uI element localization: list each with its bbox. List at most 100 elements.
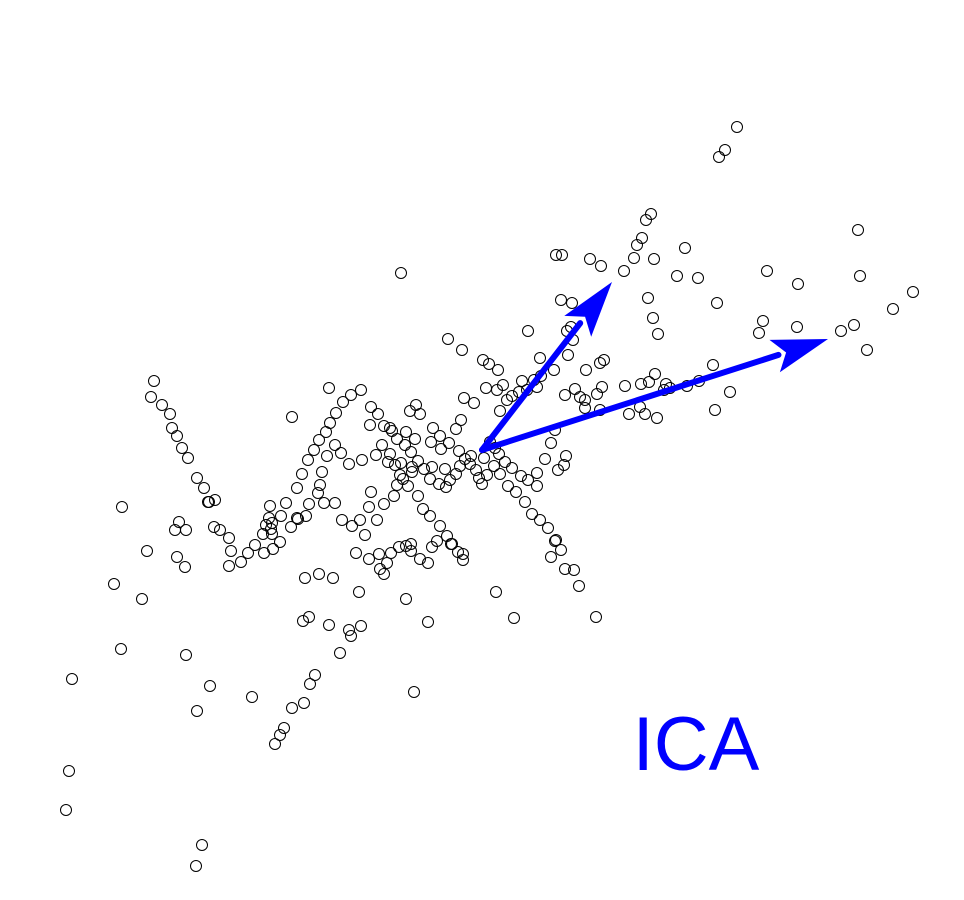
scatter-point (291, 482, 303, 494)
scatter-point (223, 560, 235, 572)
scatter-point (492, 364, 504, 376)
ica-vectors (479, 282, 828, 453)
scatter-point (334, 647, 346, 659)
scatter-point (550, 534, 562, 546)
scatter-point (303, 498, 315, 510)
scatter-point (314, 479, 326, 491)
scatter-point (298, 697, 310, 709)
scatter-point (235, 556, 247, 568)
ica-vector-1-shaft (479, 320, 584, 453)
scatter-point (136, 593, 148, 605)
scatter-point (171, 430, 183, 442)
scatter-point (412, 455, 424, 467)
scatter-point (372, 408, 384, 420)
scatter-point (116, 501, 128, 513)
scatter-point (757, 315, 769, 327)
scatter-point (346, 520, 358, 532)
scatter-point (724, 386, 736, 398)
scatter-point (422, 616, 434, 628)
scatter-point (501, 394, 513, 406)
scatter-point (515, 470, 527, 482)
scatter-point (854, 270, 866, 282)
scatter-point (483, 358, 495, 370)
scatter-point (478, 452, 490, 464)
scatter-point (202, 496, 214, 508)
scatter-point (399, 439, 411, 451)
scatter-point (350, 547, 362, 559)
scatter-point (519, 496, 531, 508)
scatter-point (373, 548, 385, 560)
scatter-point (180, 649, 192, 661)
scatter-point (791, 321, 803, 333)
scatter-point (531, 480, 543, 492)
scatter-point (320, 426, 332, 438)
scatter-point (388, 490, 400, 502)
scatter-point (534, 514, 546, 526)
scatter-point (792, 278, 804, 290)
scatter-point (355, 384, 367, 396)
scatter-point (285, 521, 297, 533)
scatter-point (861, 344, 873, 356)
scatter-point (286, 702, 298, 714)
scatter-point (278, 722, 290, 734)
scatter-point (422, 557, 434, 569)
scatter-point (145, 391, 157, 403)
scatter-point (579, 394, 591, 406)
scatter-point (510, 486, 522, 498)
scatter-point (635, 378, 647, 390)
scatter-point (179, 561, 191, 573)
scatter-point (499, 456, 511, 468)
scatter-point (639, 408, 651, 420)
scatter-point (381, 557, 393, 569)
scatter-point (568, 564, 580, 576)
scatter-point (640, 214, 652, 226)
scatter-point (302, 454, 314, 466)
scatter-point (560, 450, 572, 462)
scatter-point (713, 151, 725, 163)
scatter-point (468, 397, 480, 409)
scatter-point (115, 643, 127, 655)
scatter-point (337, 396, 349, 408)
scatter-point (156, 399, 168, 411)
scatter-point (389, 459, 401, 471)
scatter-point (450, 423, 462, 435)
scatter-point (761, 265, 773, 277)
scatter-point (323, 382, 335, 394)
scatter-point (384, 422, 396, 434)
scatter-point (395, 457, 407, 469)
scatter-point (591, 388, 603, 400)
scatter-point (343, 624, 355, 636)
scatter-point (476, 478, 488, 490)
scatter-point (269, 738, 281, 750)
scatter-point (907, 286, 919, 298)
scatter-point (246, 691, 258, 703)
scatter-point (354, 514, 366, 526)
scatter-point (435, 443, 447, 455)
scatter-point (329, 439, 341, 451)
scatter-point (391, 433, 403, 445)
scatter-point (148, 375, 160, 387)
scatter-point (182, 452, 194, 464)
scatter-point (427, 422, 439, 434)
scatter-point (555, 294, 567, 306)
scatter-point (477, 354, 489, 366)
scatter-point (405, 446, 417, 458)
scatter-point (490, 586, 502, 598)
scatter-point (313, 434, 325, 446)
scatter-point (753, 327, 765, 339)
scatter-point (393, 541, 405, 553)
scatter-point (378, 568, 390, 580)
scatter-point (719, 144, 731, 156)
scatter-point (550, 249, 562, 261)
scatter-point (424, 510, 436, 522)
scatter-point (63, 765, 75, 777)
scatter-point (214, 524, 226, 536)
scatter-point (480, 382, 492, 394)
scatter-point (642, 292, 654, 304)
scatter-point (573, 580, 585, 592)
scatter-point (292, 513, 304, 525)
scatter-point (371, 514, 383, 526)
scatter-point (365, 486, 377, 498)
scatter-point (456, 344, 468, 356)
